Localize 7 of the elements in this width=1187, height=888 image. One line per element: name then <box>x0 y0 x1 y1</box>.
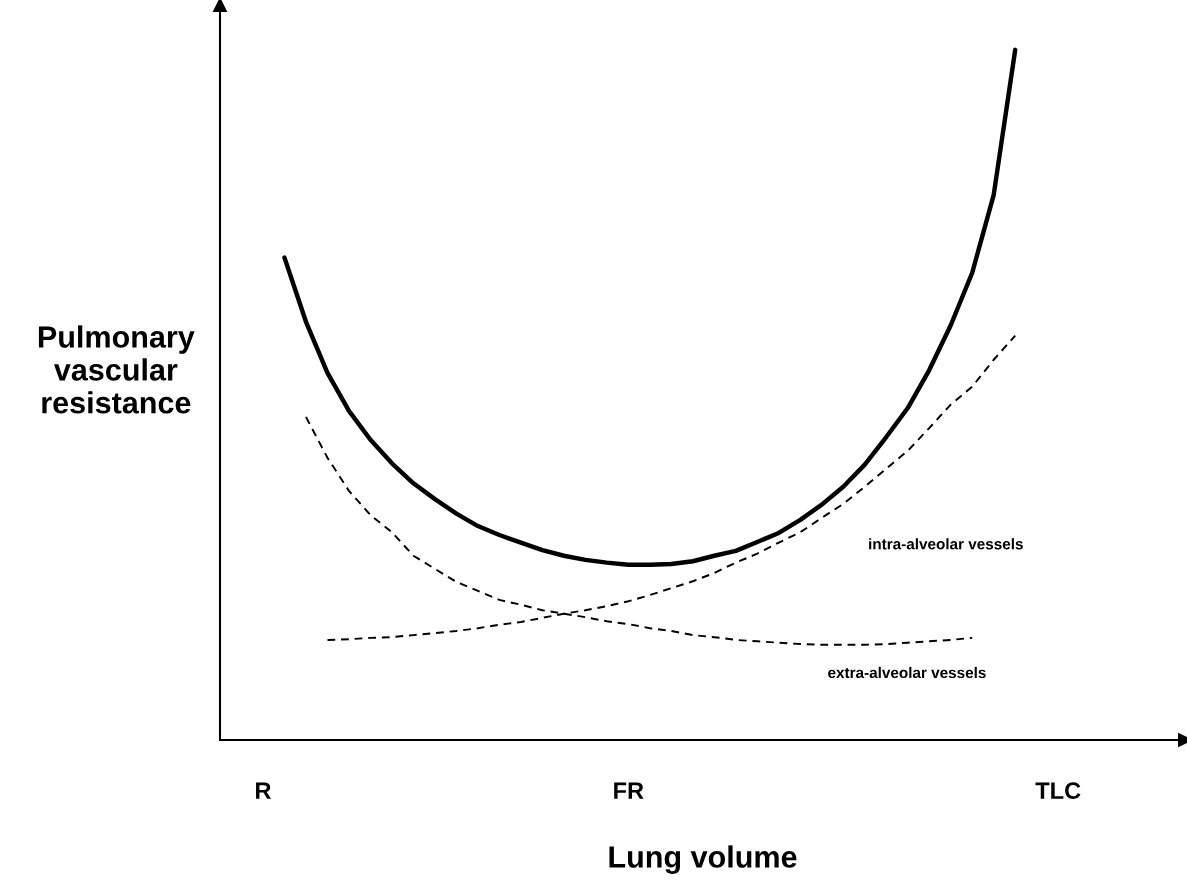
x-tick-label: TLC <box>1035 782 1081 800</box>
x-axis-title: Lung volume <box>609 845 797 874</box>
x-tick-label: FR <box>614 782 644 799</box>
text: intra-alveolar vessels <box>869 538 1023 550</box>
y-axis-title: Pulmonary vascular resistance <box>38 325 195 414</box>
series-label: extra-alveolar vessels <box>828 666 986 679</box>
x-tick-label: R <box>256 782 272 799</box>
